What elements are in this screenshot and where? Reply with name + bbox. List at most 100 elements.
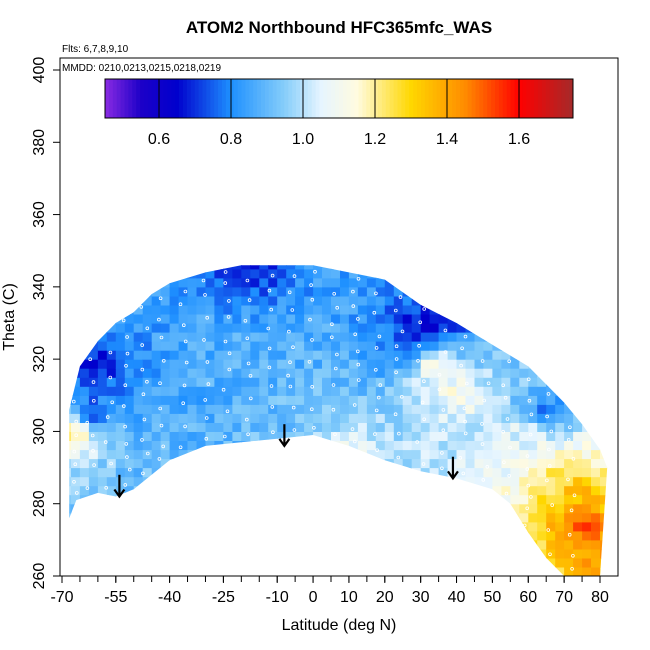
heatmap-cell	[420, 467, 431, 478]
heatmap-cell	[555, 413, 565, 423]
colorbar-segment	[339, 79, 344, 118]
heatmap-cell	[375, 277, 386, 288]
heatmap-cell	[124, 377, 135, 387]
heatmap-cell	[420, 422, 431, 432]
heatmap-cell	[196, 341, 207, 351]
heatmap-cell	[528, 476, 538, 487]
heatmap-cell	[88, 422, 99, 432]
heatmap-cell	[331, 413, 341, 423]
heatmap-cell	[142, 458, 153, 469]
heatmap-cell	[546, 440, 556, 451]
heatmap-cell	[537, 377, 547, 387]
colorbar-segment	[459, 79, 465, 118]
sample-point	[121, 318, 126, 323]
heatmap-cell	[69, 467, 72, 478]
heatmap-cell	[313, 251, 323, 261]
heatmap-cell	[250, 350, 260, 360]
heatmap-cell	[591, 512, 601, 523]
heatmap-cell	[106, 476, 117, 487]
heatmap-cell	[501, 359, 511, 369]
heatmap-cell	[286, 422, 296, 432]
heatmap-cell	[268, 295, 278, 306]
heatmap-cell	[115, 368, 126, 378]
heatmap-cell	[124, 467, 135, 478]
heatmap-cell	[160, 350, 171, 360]
heatmap-cell	[492, 467, 502, 478]
heatmap-cell	[546, 449, 556, 460]
heatmap-cell	[79, 386, 90, 396]
sample-point	[202, 338, 206, 342]
heatmap-cell	[411, 467, 422, 478]
heatmap-cell	[250, 323, 260, 333]
heatmap-cell	[573, 512, 583, 523]
colorbar-segment	[147, 79, 153, 118]
heatmap-cell	[232, 251, 242, 261]
heatmap-cell	[438, 304, 449, 315]
heatmap-cell	[429, 304, 440, 315]
heatmap-cell	[331, 395, 341, 405]
heatmap-cell	[483, 467, 493, 478]
sample-point	[72, 479, 76, 484]
heatmap-cell	[564, 476, 574, 487]
heatmap-cell	[384, 377, 395, 387]
heatmap-cell	[205, 332, 216, 342]
heatmap-cell	[447, 323, 458, 333]
heatmap-cell	[591, 494, 601, 505]
heatmap-cell	[214, 422, 224, 432]
heatmap-cell	[304, 431, 314, 441]
heatmap-cell	[591, 539, 601, 550]
heatmap-cell	[223, 395, 233, 405]
heatmap-cell	[97, 332, 108, 342]
heatmap-cell	[71, 440, 81, 451]
heatmap-cell	[340, 314, 350, 324]
heatmap-cell	[591, 567, 601, 576]
heatmap-cell	[286, 395, 296, 405]
heatmap-cell	[259, 265, 269, 270]
heatmap-cell	[232, 277, 242, 288]
heatmap-cell	[582, 422, 592, 432]
heatmap-cell	[492, 422, 502, 432]
heatmap-cell	[259, 359, 269, 369]
heatmap-cell	[69, 449, 72, 460]
heatmap-cell	[331, 286, 341, 297]
y-tick-label: 380	[31, 129, 48, 156]
heatmap-cell	[133, 341, 144, 351]
heatmap-cell	[151, 467, 162, 478]
heatmap-cell	[447, 359, 458, 369]
heatmap-cell	[124, 449, 135, 460]
sample-point	[373, 432, 377, 436]
heatmap-cell	[69, 386, 72, 396]
heatmap-cell	[582, 467, 592, 478]
colorbar-segment	[381, 79, 387, 118]
plot-frame	[59, 57, 619, 577]
heatmap-cell	[375, 304, 386, 315]
heatmap-cell	[366, 395, 377, 405]
heatmap-cell	[375, 314, 386, 324]
sample-point	[291, 345, 295, 350]
heatmap-cell	[133, 440, 144, 451]
heatmap-cell	[366, 323, 377, 333]
heatmap-cell	[88, 368, 99, 378]
heatmap-cell	[241, 440, 251, 451]
sample-point	[463, 431, 468, 436]
chart-title: ATOM2 Northbound HFC365mfc_WAS	[186, 18, 492, 37]
heatmap-cell	[322, 359, 332, 369]
heatmap-cell	[609, 504, 619, 514]
heatmap-cell	[232, 413, 242, 423]
heatmap-cell	[277, 422, 287, 432]
sample-point	[398, 295, 403, 299]
colorbar-segment	[151, 79, 157, 118]
heatmap-cell	[295, 359, 305, 369]
heatmap-cell	[609, 531, 619, 541]
heatmap-cell	[268, 265, 278, 270]
heatmap-cell	[519, 512, 529, 523]
heatmap-cell	[573, 431, 583, 441]
sample-point	[356, 378, 361, 382]
heatmap-cell	[79, 359, 90, 369]
heatmap-cell	[196, 368, 207, 378]
heatmap-cell	[214, 286, 224, 297]
sample-point	[462, 406, 467, 411]
heatmap-cell	[465, 458, 476, 469]
sample-point	[394, 344, 399, 349]
heatmap-cell	[223, 368, 233, 378]
